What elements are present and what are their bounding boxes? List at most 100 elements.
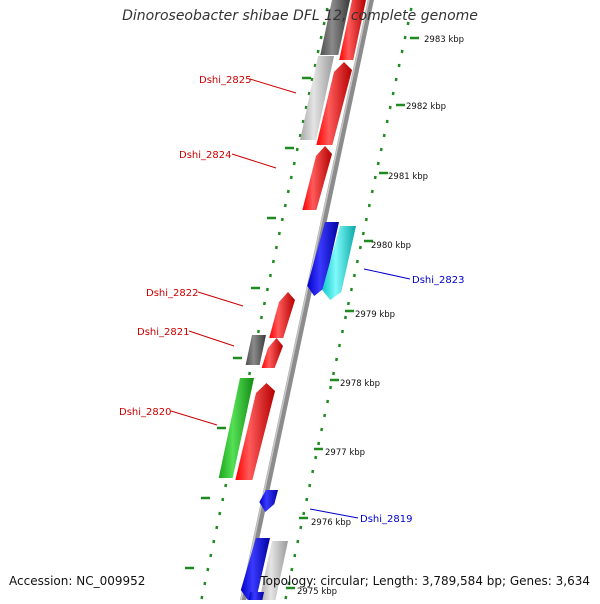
gene-bar-light-grey bbox=[300, 56, 334, 140]
ruler-dot bbox=[305, 497, 309, 502]
label-leader-line bbox=[197, 291, 244, 307]
ruler-dot bbox=[212, 539, 216, 544]
ruler-dot bbox=[341, 329, 344, 334]
gene-bar-red bbox=[302, 146, 332, 210]
gene-bar-blue bbox=[240, 538, 270, 600]
gene-label-dshi-2821[interactable]: Dshi_2821 bbox=[137, 327, 189, 338]
ruler-dot bbox=[299, 525, 303, 530]
ruler-dot bbox=[265, 287, 269, 292]
ruler-dot bbox=[311, 469, 315, 474]
ruler-dot bbox=[259, 315, 263, 320]
ruler-dot bbox=[367, 203, 371, 208]
gene-label-dshi-2824[interactable]: Dshi_2824 bbox=[179, 150, 231, 161]
ruler-dot bbox=[262, 301, 266, 306]
ruler-dot bbox=[289, 175, 293, 180]
gene-bar-blue bbox=[248, 592, 264, 600]
ruler-dot bbox=[296, 539, 300, 544]
ruler-dot bbox=[355, 259, 359, 264]
gene-bar-green bbox=[218, 378, 254, 478]
ruler-dot bbox=[338, 343, 341, 348]
tick-label-2983: 2983 kbp bbox=[424, 35, 464, 45]
ruler-dot bbox=[302, 511, 306, 516]
ruler-dot bbox=[248, 371, 252, 376]
tick-label-2980: 2980 kbp bbox=[371, 241, 411, 251]
ruler-dot bbox=[319, 35, 323, 40]
ruler-dot bbox=[325, 7, 329, 12]
ruler-dot bbox=[277, 231, 281, 236]
ruler-dot bbox=[206, 567, 210, 572]
ruler-dot bbox=[203, 581, 207, 586]
ruler-dot bbox=[293, 553, 297, 558]
ruler-dot bbox=[343, 315, 347, 320]
ruler-dot bbox=[335, 357, 339, 362]
ruler-dot bbox=[397, 63, 401, 68]
ruler-dot bbox=[391, 91, 395, 96]
ruler-dot bbox=[307, 91, 311, 96]
gene-bar-red bbox=[316, 62, 352, 145]
ruler-dot bbox=[209, 553, 213, 558]
ruler-dot bbox=[346, 301, 350, 306]
label-leader-line bbox=[231, 153, 277, 169]
ruler-dot bbox=[332, 371, 336, 376]
gene-label-dshi-2819[interactable]: Dshi_2819 bbox=[360, 514, 412, 525]
ruler-dot bbox=[215, 525, 219, 530]
ruler-dot bbox=[274, 245, 278, 250]
ruler-dot bbox=[361, 231, 365, 236]
ruler-dot bbox=[323, 413, 327, 418]
ruler-dot bbox=[304, 105, 308, 110]
ruler-dot bbox=[403, 35, 407, 40]
gene-bar-red bbox=[269, 292, 295, 338]
label-leader-line bbox=[309, 508, 359, 519]
ruler-dot bbox=[290, 567, 294, 572]
genome-backbone-highlight bbox=[239, 0, 370, 604]
tick-label-2977: 2977 kbp bbox=[325, 448, 365, 458]
label-leader-line bbox=[249, 78, 297, 94]
gene-label-dshi-2825[interactable]: Dshi_2825 bbox=[199, 75, 251, 86]
label-leader-line bbox=[170, 410, 218, 426]
ruler-dot bbox=[292, 161, 296, 166]
ruler-dot bbox=[224, 483, 228, 488]
ruler-dot bbox=[310, 77, 314, 82]
ruler-dot bbox=[298, 133, 302, 138]
gene-labels: Dshi_2825 Dshi_2824 Dshi_2823 Dshi_2822 … bbox=[119, 75, 464, 525]
ruler-dot bbox=[308, 483, 312, 488]
ruler-dot bbox=[314, 455, 318, 460]
gene-label-dshi-2822[interactable]: Dshi_2822 bbox=[146, 288, 198, 299]
tick-label-2975: 2975 kbp bbox=[297, 587, 337, 597]
gene-features bbox=[218, 0, 366, 600]
ruler-dot bbox=[358, 245, 362, 250]
ruler-dot bbox=[280, 217, 284, 222]
gene-bar-blue bbox=[307, 222, 339, 296]
ruler-tick-labels: 2983 kbp 2982 kbp 2981 kbp 2980 kbp 2979… bbox=[297, 35, 464, 597]
label-leaders bbox=[170, 78, 411, 519]
ruler-dot bbox=[257, 329, 260, 334]
ruler-dot bbox=[326, 399, 330, 404]
gene-bar-blue bbox=[259, 490, 278, 512]
ruler-dot bbox=[287, 581, 291, 586]
gene-bar-red bbox=[235, 383, 275, 480]
tick-label-2978: 2978 kbp bbox=[340, 379, 380, 389]
tick-label-2976: 2976 kbp bbox=[311, 518, 351, 528]
tick-label-2981: 2981 kbp bbox=[388, 172, 428, 182]
label-leader-line bbox=[363, 268, 411, 280]
ruler-dot bbox=[385, 119, 389, 124]
ruler-dot bbox=[313, 63, 317, 68]
ruler-dot bbox=[388, 105, 392, 110]
ruler-dot bbox=[329, 385, 333, 390]
gene-label-dshi-2823[interactable]: Dshi_2823 bbox=[412, 275, 464, 286]
ruler-dot bbox=[349, 287, 353, 292]
ruler-dot bbox=[322, 21, 326, 26]
ruler-dot bbox=[400, 49, 404, 54]
accession-text: Accession: NC_009952 bbox=[9, 574, 146, 588]
gene-bar-cyan bbox=[322, 226, 356, 300]
ruler-dot bbox=[286, 189, 290, 194]
ruler-dot bbox=[394, 77, 398, 82]
ruler-dot bbox=[370, 189, 374, 194]
ruler-dot bbox=[376, 161, 380, 166]
gene-bar-grey bbox=[320, 0, 350, 55]
gene-bar-red bbox=[261, 338, 283, 368]
tick-label-2979: 2979 kbp bbox=[355, 310, 395, 320]
gene-label-dshi-2820[interactable]: Dshi_2820 bbox=[119, 407, 171, 418]
genome-summary-text: Topology: circular; Length: 3,789,584 bp… bbox=[260, 574, 590, 588]
